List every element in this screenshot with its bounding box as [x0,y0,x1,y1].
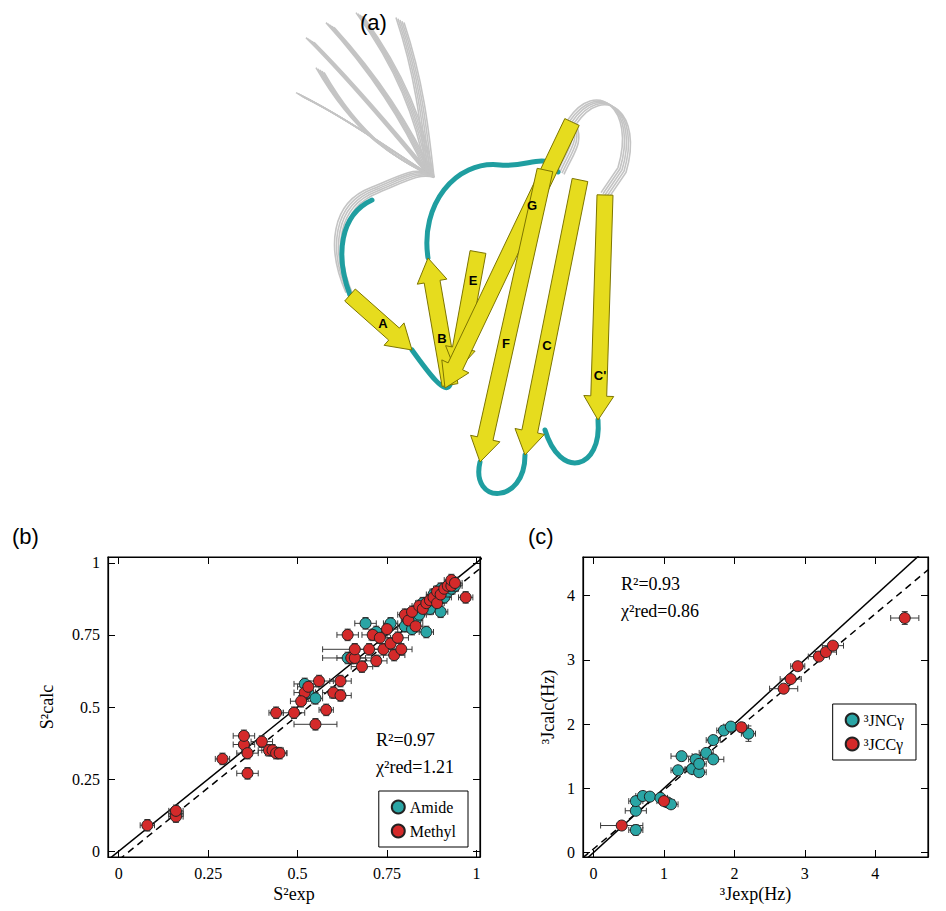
svg-text:0: 0 [92,843,100,860]
svg-text:G: G [527,198,537,213]
svg-text:F: F [502,336,510,351]
svg-text:1: 1 [472,865,480,882]
svg-text:3: 3 [801,865,809,882]
svg-text:0.25: 0.25 [194,865,222,882]
svg-text:(a): (a) [360,10,387,35]
svg-text:4: 4 [871,865,879,882]
svg-text:4: 4 [567,587,575,604]
svg-text:³JCCγ: ³JCCγ [864,736,903,754]
svg-text:³Jcalc(Hz): ³Jcalc(Hz) [538,670,559,744]
svg-text:2: 2 [730,865,738,882]
svg-text:0.75: 0.75 [72,626,100,643]
svg-text:1: 1 [660,865,668,882]
svg-text:0: 0 [115,865,123,882]
svg-text:0: 0 [567,844,575,861]
svg-text:0.25: 0.25 [72,771,100,788]
svg-text:(c): (c) [528,524,554,549]
svg-text:1: 1 [567,780,575,797]
svg-text:B: B [437,331,446,346]
svg-text:0.5: 0.5 [288,865,308,882]
svg-text:Methyl: Methyl [410,823,457,841]
svg-text:E: E [469,273,478,288]
svg-text:A: A [378,316,388,331]
svg-text:S²calc: S²calc [37,685,57,729]
svg-text:³JNCγ: ³JNCγ [864,712,904,730]
svg-text:1: 1 [92,554,100,571]
svg-text:0.75: 0.75 [373,865,401,882]
svg-text:C': C' [594,368,606,383]
svg-text:χ²red=1.21: χ²red=1.21 [375,757,454,777]
svg-text:3: 3 [567,651,575,668]
svg-text:S²exp: S²exp [273,884,314,904]
svg-text:(b): (b) [12,524,39,549]
svg-text:C: C [542,338,552,353]
svg-text:2: 2 [567,716,575,733]
svg-text:³Jexp(Hz): ³Jexp(Hz) [720,884,791,905]
svg-text:R²=0.93: R²=0.93 [621,574,680,594]
svg-text:Amide: Amide [410,799,454,816]
svg-text:0.5: 0.5 [80,699,100,716]
svg-text:χ²red=0.86: χ²red=0.86 [620,601,699,621]
svg-text:0: 0 [590,865,598,882]
svg-text:R²=0.97: R²=0.97 [376,730,435,750]
